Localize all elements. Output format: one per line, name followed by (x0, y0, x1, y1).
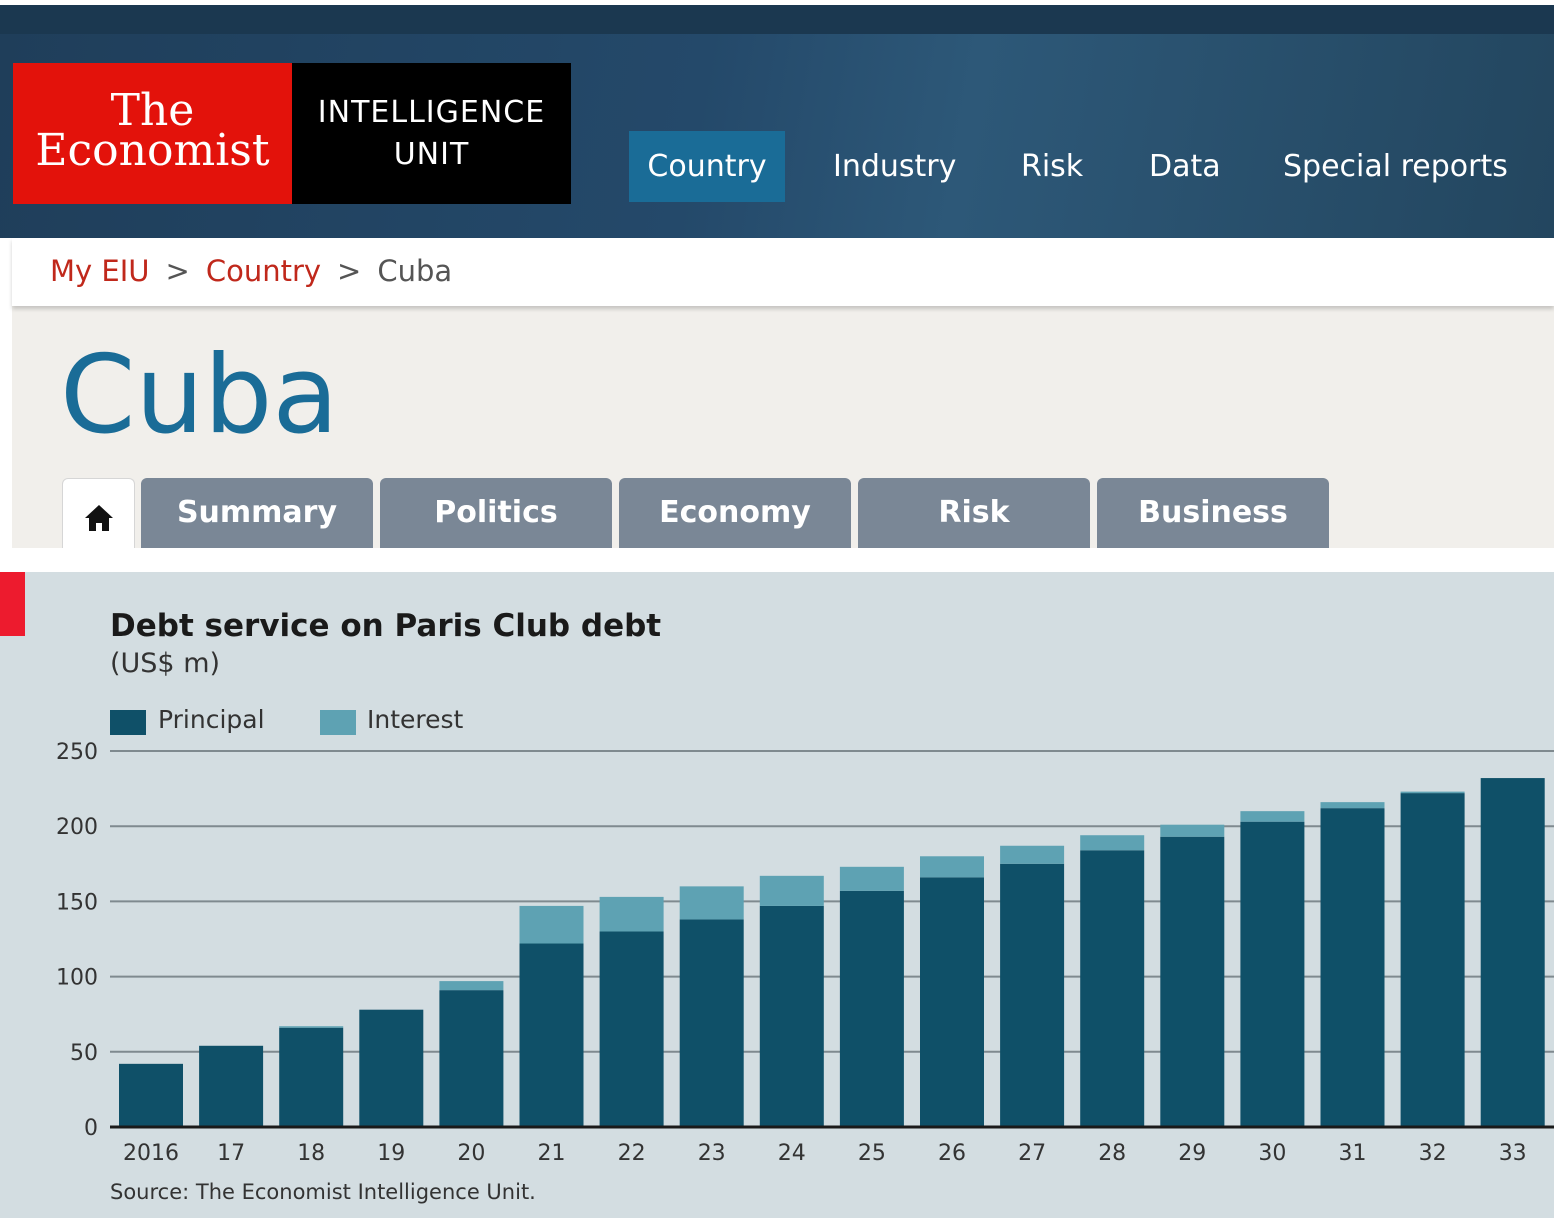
x-tick-label: 26 (938, 1141, 966, 1166)
bar-interest (279, 1026, 344, 1028)
x-tick-label: 27 (1018, 1141, 1046, 1166)
tab-home[interactable] (62, 478, 135, 548)
breadcrumb-bar: My EIU > Country > Cuba (12, 238, 1554, 306)
nav-risk[interactable]: Risk (1021, 149, 1084, 184)
chart-title: Debt service on Paris Club debt (110, 608, 662, 644)
x-tick-label: 19 (377, 1141, 405, 1166)
bar-interest (1320, 802, 1385, 809)
tab-business[interactable]: Business (1097, 478, 1329, 548)
y-tick-label: 150 (56, 890, 98, 915)
tab-risk[interactable]: Risk (858, 478, 1090, 548)
x-tick-label: 22 (618, 1141, 646, 1166)
bar-principal (1240, 821, 1305, 1127)
page-left-edge (0, 238, 12, 572)
legend-principal-label: Principal (158, 705, 265, 734)
bar-principal (679, 919, 744, 1127)
x-tick-label: 28 (1098, 1141, 1126, 1166)
bar-principal (199, 1045, 264, 1127)
page-title: Cuba (60, 333, 339, 458)
tab-content-edge (58, 548, 1554, 572)
bar-interest (920, 856, 984, 878)
logo-economist-text: Economist (35, 125, 270, 176)
y-tick-label: 0 (84, 1116, 98, 1141)
nav-industry[interactable]: Industry (833, 149, 957, 184)
bar-principal (519, 943, 584, 1127)
breadcrumb-current: Cuba (377, 254, 453, 288)
x-tick-label: 33 (1499, 1141, 1527, 1166)
breadcrumb-country[interactable]: Country (205, 254, 322, 288)
nav-country[interactable]: Country (629, 131, 785, 202)
bar-interest (1240, 811, 1305, 822)
bar-principal (1080, 850, 1145, 1127)
legend-principal-swatch (110, 710, 146, 735)
x-tick-label: 23 (698, 1141, 726, 1166)
bar-principal (759, 905, 824, 1127)
tab-summary[interactable]: Summary (141, 478, 373, 548)
breadcrumb-my-eiu[interactable]: My EIU (50, 254, 150, 288)
legend-interest-swatch (320, 710, 356, 735)
tab-politics[interactable]: Politics (380, 478, 612, 548)
bar-interest (679, 886, 744, 920)
bar-principal (599, 931, 664, 1127)
x-tick-label: 32 (1419, 1141, 1447, 1166)
x-tick-label: 31 (1339, 1141, 1367, 1166)
x-tick-label: 21 (538, 1141, 566, 1166)
economist-logo[interactable]: The Economist (13, 63, 292, 204)
tab-economy[interactable]: Economy (619, 478, 851, 548)
x-tick-label: 24 (778, 1141, 806, 1166)
bar-interest (1400, 791, 1465, 794)
bar-interest (599, 896, 664, 932)
bar-interest (759, 875, 824, 906)
bar-principal (119, 1063, 183, 1127)
x-tick-label: 20 (457, 1141, 485, 1166)
bar-principal (1480, 778, 1545, 1127)
legend-interest-label: Interest (367, 705, 464, 734)
home-icon (85, 505, 113, 531)
x-tick-label: 30 (1258, 1141, 1286, 1166)
bar-principal (920, 877, 984, 1127)
nav-special-reports[interactable]: Special reports (1283, 149, 1508, 184)
bar-principal (1160, 836, 1225, 1127)
top-strip (0, 0, 1554, 34)
y-tick-label: 100 (56, 966, 98, 991)
x-tick-label: 25 (858, 1141, 886, 1166)
breadcrumb: My EIU > Country > Cuba (50, 252, 452, 290)
bar-interest (1000, 845, 1065, 864)
x-tick-label: 29 (1178, 1141, 1206, 1166)
bar-principal (1320, 808, 1385, 1127)
chart-subtitle: (US$ m) (110, 648, 221, 679)
bar-principal (1400, 793, 1465, 1127)
breadcrumb-separator: > (165, 254, 190, 288)
y-tick-label: 200 (56, 815, 98, 840)
bar-principal (1000, 863, 1065, 1127)
y-tick-label: 250 (56, 740, 98, 765)
chart-source: Source: The Economist Intelligence Unit. (110, 1180, 536, 1204)
logo-intelligence-text: INTELLIGENCE (317, 95, 546, 130)
site-header: The Economist INTELLIGENCE UNIT Country … (0, 0, 1554, 238)
bar-interest (839, 866, 904, 891)
bar-principal (439, 990, 504, 1127)
y-tick-label: 50 (70, 1041, 98, 1066)
bar-principal (279, 1027, 344, 1127)
bar-interest (1160, 824, 1225, 837)
bar-interest (439, 981, 504, 991)
x-tick-label: 2016 (123, 1141, 179, 1166)
x-tick-label: 17 (217, 1141, 245, 1166)
breadcrumb-separator: > (337, 254, 362, 288)
chart-red-tag (0, 572, 25, 636)
x-tick-label: 18 (297, 1141, 325, 1166)
logo-unit-text: UNIT (393, 137, 470, 172)
bar-principal (359, 1009, 424, 1127)
bar-interest (1080, 835, 1145, 851)
intelligence-unit-logo[interactable]: INTELLIGENCE UNIT (292, 63, 571, 204)
bar-principal (839, 890, 904, 1127)
nav-data[interactable]: Data (1149, 149, 1221, 184)
bar-interest (519, 905, 584, 944)
logo-the-text: The (110, 85, 195, 136)
